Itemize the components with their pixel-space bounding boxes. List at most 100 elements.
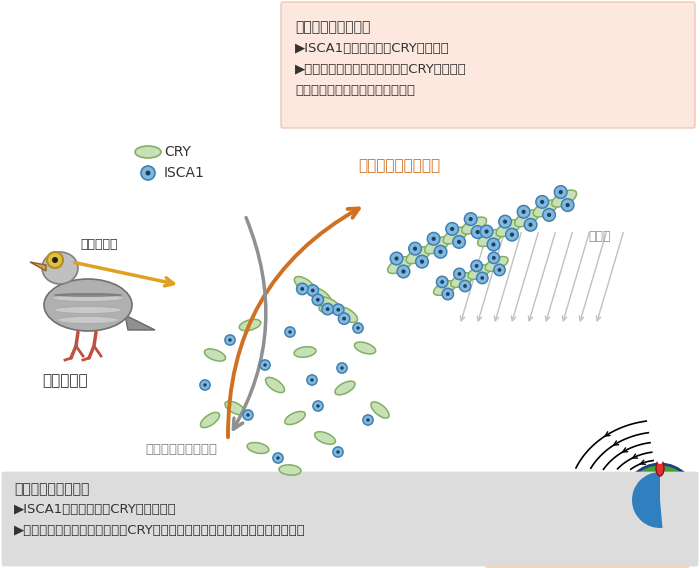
- FancyBboxPatch shape: [281, 2, 695, 128]
- Ellipse shape: [285, 411, 305, 424]
- Ellipse shape: [141, 166, 155, 180]
- Ellipse shape: [427, 232, 440, 245]
- Ellipse shape: [273, 453, 283, 463]
- Ellipse shape: [295, 277, 316, 294]
- Ellipse shape: [371, 402, 389, 418]
- Ellipse shape: [326, 307, 330, 311]
- Ellipse shape: [204, 349, 225, 361]
- Ellipse shape: [310, 378, 314, 382]
- Ellipse shape: [200, 412, 220, 428]
- Ellipse shape: [243, 410, 253, 420]
- Ellipse shape: [356, 326, 360, 329]
- Ellipse shape: [498, 268, 501, 272]
- Ellipse shape: [200, 380, 210, 390]
- Text: 【磁場が弱い場所】: 【磁場が弱い場所】: [14, 482, 90, 496]
- Ellipse shape: [397, 265, 410, 278]
- Ellipse shape: [313, 401, 323, 411]
- Ellipse shape: [457, 240, 461, 244]
- Ellipse shape: [225, 335, 235, 345]
- Ellipse shape: [480, 225, 493, 238]
- Ellipse shape: [494, 264, 505, 275]
- Ellipse shape: [451, 273, 474, 287]
- Ellipse shape: [247, 442, 269, 453]
- Text: 高緯度（磁場：強）: 高緯度（磁場：強）: [358, 158, 440, 173]
- Ellipse shape: [366, 418, 370, 421]
- Ellipse shape: [225, 401, 245, 415]
- Ellipse shape: [477, 272, 488, 283]
- Ellipse shape: [561, 199, 574, 211]
- Ellipse shape: [406, 247, 431, 264]
- Ellipse shape: [337, 363, 347, 373]
- Ellipse shape: [319, 297, 341, 313]
- Text: 磁力線: 磁力線: [588, 230, 610, 243]
- Text: 【磁場が強い場所】: 【磁場が強い場所】: [295, 20, 370, 34]
- Ellipse shape: [475, 264, 479, 268]
- Ellipse shape: [458, 272, 461, 276]
- Ellipse shape: [450, 227, 454, 231]
- Ellipse shape: [453, 236, 466, 248]
- Ellipse shape: [566, 203, 570, 207]
- Ellipse shape: [540, 200, 545, 204]
- Ellipse shape: [505, 228, 518, 241]
- Ellipse shape: [431, 237, 435, 241]
- Ellipse shape: [336, 308, 340, 312]
- Ellipse shape: [624, 464, 696, 536]
- Ellipse shape: [335, 381, 355, 395]
- Polygon shape: [30, 262, 46, 271]
- Ellipse shape: [314, 432, 335, 444]
- Ellipse shape: [310, 287, 331, 304]
- Ellipse shape: [459, 280, 470, 292]
- Ellipse shape: [316, 298, 320, 302]
- FancyBboxPatch shape: [2, 472, 698, 566]
- Ellipse shape: [524, 219, 537, 231]
- Ellipse shape: [471, 225, 484, 239]
- Text: ▶磁場センサーとして機能するCRYが少なく、視界に現れる磁場情報が薄い。: ▶磁場センサーとして機能するCRYが少なく、視界に現れる磁場情報が薄い。: [14, 524, 306, 537]
- Text: 低緯度（磁場：弱）: 低緯度（磁場：弱）: [145, 443, 217, 456]
- Ellipse shape: [522, 210, 526, 214]
- Ellipse shape: [276, 456, 280, 460]
- Ellipse shape: [54, 307, 122, 314]
- Ellipse shape: [420, 260, 424, 264]
- Ellipse shape: [300, 287, 304, 291]
- Ellipse shape: [354, 342, 376, 354]
- Ellipse shape: [528, 223, 533, 227]
- Ellipse shape: [263, 364, 267, 367]
- Text: カワラバト: カワラバト: [42, 373, 88, 388]
- Ellipse shape: [446, 223, 459, 235]
- Text: CRY: CRY: [164, 145, 191, 159]
- Ellipse shape: [42, 252, 78, 284]
- Ellipse shape: [363, 415, 373, 425]
- Ellipse shape: [294, 346, 316, 357]
- Ellipse shape: [485, 257, 508, 272]
- Ellipse shape: [480, 276, 484, 280]
- Ellipse shape: [246, 414, 250, 417]
- Wedge shape: [632, 472, 662, 528]
- Ellipse shape: [335, 307, 358, 323]
- Ellipse shape: [353, 323, 363, 333]
- Ellipse shape: [487, 238, 500, 251]
- Ellipse shape: [514, 210, 540, 227]
- Ellipse shape: [434, 245, 447, 258]
- Ellipse shape: [340, 366, 344, 370]
- Text: 視界に現れる磁場情報が濃い。: 視界に現れる磁場情報が濃い。: [295, 84, 415, 97]
- Ellipse shape: [488, 252, 500, 264]
- Ellipse shape: [203, 383, 206, 387]
- Ellipse shape: [409, 243, 421, 255]
- Ellipse shape: [47, 252, 63, 268]
- Ellipse shape: [285, 327, 295, 337]
- Ellipse shape: [146, 170, 150, 176]
- Ellipse shape: [462, 217, 486, 234]
- Ellipse shape: [311, 289, 315, 293]
- Ellipse shape: [307, 375, 317, 385]
- Ellipse shape: [416, 256, 428, 268]
- Text: ISCA1: ISCA1: [164, 166, 205, 180]
- Ellipse shape: [468, 217, 472, 221]
- Ellipse shape: [333, 447, 343, 457]
- Ellipse shape: [554, 186, 567, 198]
- Ellipse shape: [440, 280, 444, 284]
- Ellipse shape: [316, 404, 320, 408]
- Ellipse shape: [338, 313, 350, 324]
- Polygon shape: [125, 315, 155, 330]
- Ellipse shape: [288, 331, 292, 333]
- Ellipse shape: [443, 227, 468, 244]
